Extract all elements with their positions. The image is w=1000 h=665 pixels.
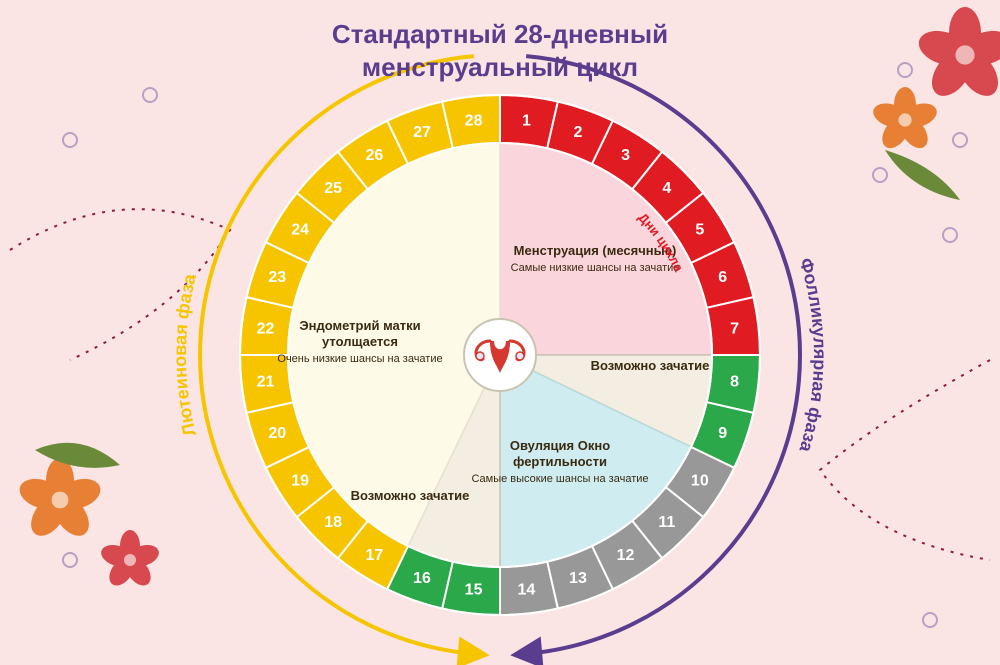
day-number: 9 [718, 425, 727, 442]
day-number: 14 [518, 582, 536, 599]
day-number: 19 [291, 473, 309, 490]
day-number: 7 [730, 321, 739, 338]
decor-circle [923, 613, 937, 627]
day-number: 25 [324, 180, 342, 197]
day-number: 4 [662, 180, 671, 197]
title-line1: Стандартный 28-дневный [0, 18, 1000, 51]
decor-leaf [35, 443, 120, 468]
decor-circle [143, 88, 157, 102]
phase-label: Возможно зачатие [591, 358, 710, 373]
day-number: 17 [366, 547, 384, 564]
decor-circle [943, 228, 957, 242]
decor-circle [873, 168, 887, 182]
day-number: 12 [617, 547, 635, 564]
day-number: 5 [695, 221, 704, 238]
page-title: Стандартный 28-дневный менструальный цик… [0, 18, 1000, 83]
day-number: 3 [621, 147, 630, 164]
day-number: 2 [573, 124, 582, 141]
day-number: 24 [291, 221, 309, 238]
day-number: 23 [268, 269, 286, 286]
day-number: 13 [569, 570, 587, 587]
day-number: 20 [268, 425, 286, 442]
decor-leaf [885, 150, 960, 200]
day-number: 1 [522, 112, 531, 129]
day-number: 27 [413, 124, 431, 141]
decor-circle [63, 553, 77, 567]
title-line2: менструальный цикл [0, 51, 1000, 84]
day-number: 10 [691, 473, 709, 490]
day-number: 26 [366, 147, 384, 164]
day-number: 11 [658, 514, 675, 531]
day-number: 22 [257, 321, 275, 338]
luteal-label: Лютеиновая фаза [170, 271, 200, 438]
decor-dotted-right [820, 360, 990, 560]
decor-flower [16, 458, 105, 542]
decor-flower [98, 530, 161, 590]
decor-circle [953, 133, 967, 147]
day-number: 18 [324, 514, 342, 531]
day-number: 21 [257, 373, 275, 390]
phase-label: Возможно зачатие [351, 488, 470, 503]
day-number: 28 [465, 112, 483, 129]
day-number: 16 [413, 570, 431, 587]
decor-circle [63, 133, 77, 147]
cycle-diagram: 1234567891011121314151617181920212223242… [0, 0, 1000, 665]
day-number: 6 [718, 269, 727, 286]
day-number: 8 [730, 373, 739, 390]
decor-flower [870, 87, 940, 153]
day-number: 15 [465, 582, 483, 599]
